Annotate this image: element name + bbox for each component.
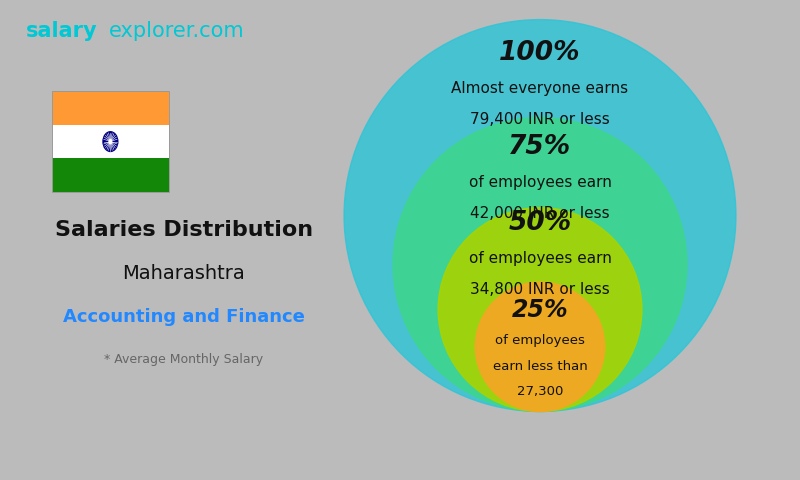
Circle shape — [475, 282, 605, 411]
Bar — [51, 125, 170, 158]
Text: * Average Monthly Salary: * Average Monthly Salary — [105, 353, 263, 367]
Text: 100%: 100% — [499, 40, 581, 66]
Text: of employees earn: of employees earn — [469, 251, 611, 266]
Text: Salaries Distribution: Salaries Distribution — [55, 220, 313, 240]
Text: 25%: 25% — [512, 298, 568, 322]
Text: of employees: of employees — [495, 335, 585, 348]
Circle shape — [344, 20, 736, 411]
Text: explorer.com: explorer.com — [109, 21, 244, 41]
Text: 34,800 INR or less: 34,800 INR or less — [470, 282, 610, 298]
Text: Maharashtra: Maharashtra — [122, 264, 246, 283]
Circle shape — [393, 118, 687, 411]
Text: 42,000 INR or less: 42,000 INR or less — [470, 206, 610, 221]
Bar — [51, 158, 170, 192]
Text: of employees earn: of employees earn — [469, 175, 611, 190]
Circle shape — [108, 139, 113, 144]
Text: 75%: 75% — [509, 134, 571, 160]
Bar — [51, 91, 170, 125]
Text: 50%: 50% — [509, 210, 571, 236]
Text: 79,400 INR or less: 79,400 INR or less — [470, 112, 610, 127]
Text: Almost everyone earns: Almost everyone earns — [451, 81, 629, 96]
Bar — [51, 91, 170, 192]
Text: salary: salary — [26, 21, 98, 41]
Text: 27,300: 27,300 — [517, 385, 563, 398]
Circle shape — [438, 208, 642, 411]
Text: Accounting and Finance: Accounting and Finance — [63, 308, 305, 326]
Text: earn less than: earn less than — [493, 360, 587, 373]
Circle shape — [102, 131, 118, 152]
